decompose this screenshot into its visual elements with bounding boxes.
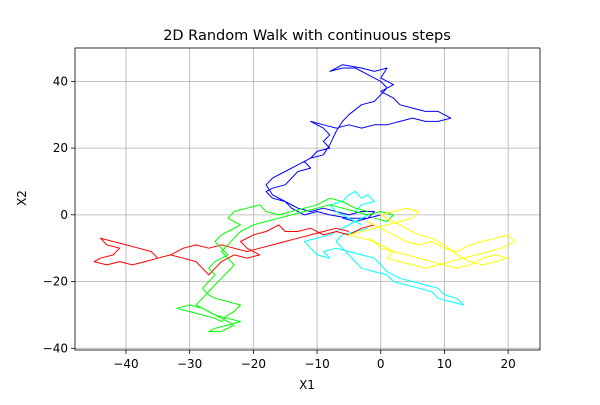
plot-frame (74, 47, 541, 351)
y-tick-label: 20 (53, 141, 68, 155)
walk-series-line (303, 191, 465, 306)
ticks: −40 −30 −20 −10 0 10 20 −40 −20 0 20 40 (43, 74, 516, 371)
x-tick-label: 20 (501, 357, 516, 371)
series-group (93, 64, 515, 333)
x-tick-label: −10 (304, 357, 329, 371)
walk-series-line (176, 197, 394, 333)
x-tick-label: −40 (113, 357, 138, 371)
y-axis-label: X2 (15, 190, 29, 206)
y-tick-label: 0 (60, 208, 68, 222)
y-tick-label: 40 (53, 74, 68, 88)
walk-series-line (93, 224, 375, 276)
x-tick-label: 10 (437, 357, 452, 371)
y-tick-label: −20 (43, 275, 68, 289)
x-tick-label: −20 (241, 357, 266, 371)
x-tick-label: −30 (177, 357, 202, 371)
y-tick-label: −40 (43, 341, 68, 355)
chart-title: 2D Random Walk with continuous steps (163, 28, 451, 44)
grid (75, 48, 540, 350)
walk-series-line (348, 207, 515, 269)
walk-series-line (265, 64, 452, 222)
x-tick-label: 0 (377, 357, 385, 371)
x-axis-label: X1 (299, 378, 315, 392)
